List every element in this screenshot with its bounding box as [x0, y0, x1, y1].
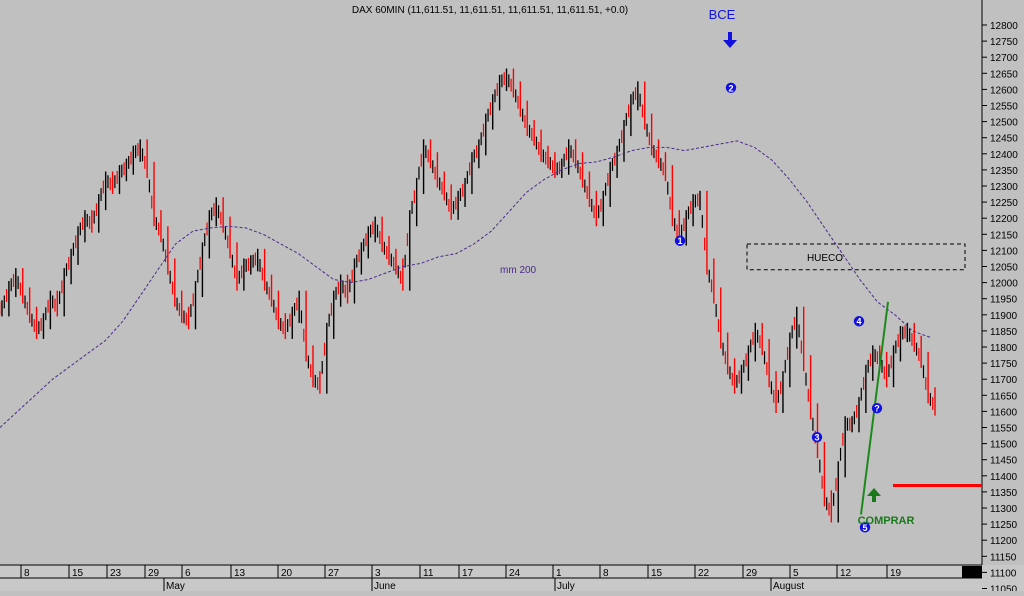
y-tick-label: 11500	[990, 440, 1018, 451]
y-tick-label: 12700	[990, 53, 1018, 64]
y-tick-label: 12100	[990, 246, 1018, 257]
y-tick-label: 11400	[990, 472, 1018, 483]
y-tick-label: 12000	[990, 279, 1018, 290]
y-tick-label: 12350	[990, 166, 1018, 177]
wave-label: 4	[856, 317, 861, 327]
wave-label: 3	[814, 433, 819, 443]
y-axis-panel	[982, 0, 1024, 565]
x-tick-label: 20	[281, 568, 293, 579]
gap-label: HUECO	[807, 253, 843, 264]
wave-label: 5	[862, 523, 867, 533]
month-label: August	[773, 581, 804, 591]
y-tick-label: 11300	[990, 504, 1018, 515]
x-axis-months: May June July August	[163, 578, 804, 592]
y-tick-label: 11100	[990, 568, 1017, 579]
y-tick-label: 11450	[990, 456, 1018, 467]
moving-average-label: mm 200	[500, 265, 537, 276]
y-tick-label: 12650	[990, 69, 1018, 80]
y-tick-label: 11250	[990, 520, 1018, 531]
y-tick-label: 12150	[990, 230, 1018, 241]
x-tick-label: 6	[185, 568, 191, 579]
x-tick-label: 8	[24, 568, 30, 579]
y-tick-label: 12750	[990, 37, 1018, 48]
wave-markers: 1 2 3 4 5?	[674, 82, 883, 533]
y-tick-label: 11050	[990, 585, 1018, 592]
wave-label: 2	[728, 83, 733, 93]
x-tick-label: 29	[148, 568, 160, 579]
comprar-label: COMPRAR	[858, 515, 915, 527]
wave-label: 1	[677, 236, 682, 246]
month-label: May	[166, 581, 185, 591]
y-tick-label: 12300	[990, 182, 1018, 193]
x-tick-label: 13	[234, 568, 246, 579]
wave-marker	[674, 235, 686, 246]
bce-label: BCE	[709, 7, 736, 22]
y-tick-label: 11650	[990, 391, 1018, 402]
y-tick-label: 12250	[990, 198, 1018, 209]
y-tick-label: 12450	[990, 134, 1018, 145]
plot-background	[0, 0, 982, 565]
y-tick-label: 11200	[990, 536, 1018, 547]
wave-marker	[725, 82, 737, 93]
month-label: June	[374, 581, 396, 591]
x-tick-label: 23	[110, 568, 122, 579]
x-tick-label: 8	[603, 568, 609, 579]
comprar-arrow-icon	[867, 488, 881, 502]
y-axis-ticks: 12800 12750 12700 12650 12600 12550 12500 12450…	[982, 21, 1018, 596]
x-tick-label: 1	[556, 568, 562, 579]
x-tick-label: 12	[840, 568, 852, 579]
scroll-handle[interactable]	[962, 566, 982, 578]
x-tick-label: 11	[423, 568, 434, 579]
price-series	[0, 68, 936, 523]
y-tick-label: 12400	[990, 150, 1018, 161]
bce-arrow-icon	[723, 32, 737, 48]
wave-label: ?	[874, 404, 880, 414]
y-tick-label: 11750	[990, 359, 1018, 370]
x-tick-label: 5	[793, 568, 799, 579]
y-tick-label: 12050	[990, 263, 1018, 274]
wave-marker	[859, 522, 871, 533]
chart-title: DAX 60MIN (11,611.51, 11,611.51, 11,611.…	[352, 5, 628, 16]
y-tick-label: 12800	[990, 21, 1018, 32]
y-tick-label: 11150	[990, 552, 1017, 563]
y-tick-label: 11350	[990, 488, 1018, 499]
wave-marker	[811, 431, 823, 443]
wave-marker	[853, 316, 865, 327]
y-tick-label: 11900	[990, 311, 1018, 322]
x-tick-label: 19	[890, 568, 902, 579]
x-tick-label: 22	[698, 568, 710, 579]
gap-box	[746, 243, 966, 271]
x-tick-label: 27	[328, 568, 340, 579]
y-tick-label: 12500	[990, 118, 1018, 129]
moving-average-line	[0, 140, 931, 428]
x-tick-label: 15	[651, 568, 663, 579]
x-axis-ticks: 8 15 23 29 6 13 20 27 3 11 17 24 1 8 15 22 29 5 12 19	[20, 565, 902, 579]
month-label: July	[557, 581, 575, 591]
y-tick-label: 11550	[990, 424, 1018, 435]
y-tick-label: 12550	[990, 102, 1018, 113]
y-tick-label: 11800	[990, 343, 1018, 354]
x-tick-label: 15	[72, 568, 84, 579]
y-tick-label: 11950	[990, 295, 1018, 306]
y-tick-label: 11700	[990, 375, 1018, 386]
wave-marker	[871, 402, 883, 414]
y-tick-label: 12600	[990, 85, 1018, 96]
x-tick-label: 29	[746, 568, 758, 579]
y-tick-label: 11850	[990, 327, 1018, 338]
x-tick-label: 3	[375, 568, 381, 579]
x-tick-label: 17	[462, 568, 474, 579]
x-tick-label: 24	[509, 568, 521, 579]
y-tick-label: 12200	[990, 214, 1018, 225]
y-tick-label: 11600	[990, 407, 1018, 418]
